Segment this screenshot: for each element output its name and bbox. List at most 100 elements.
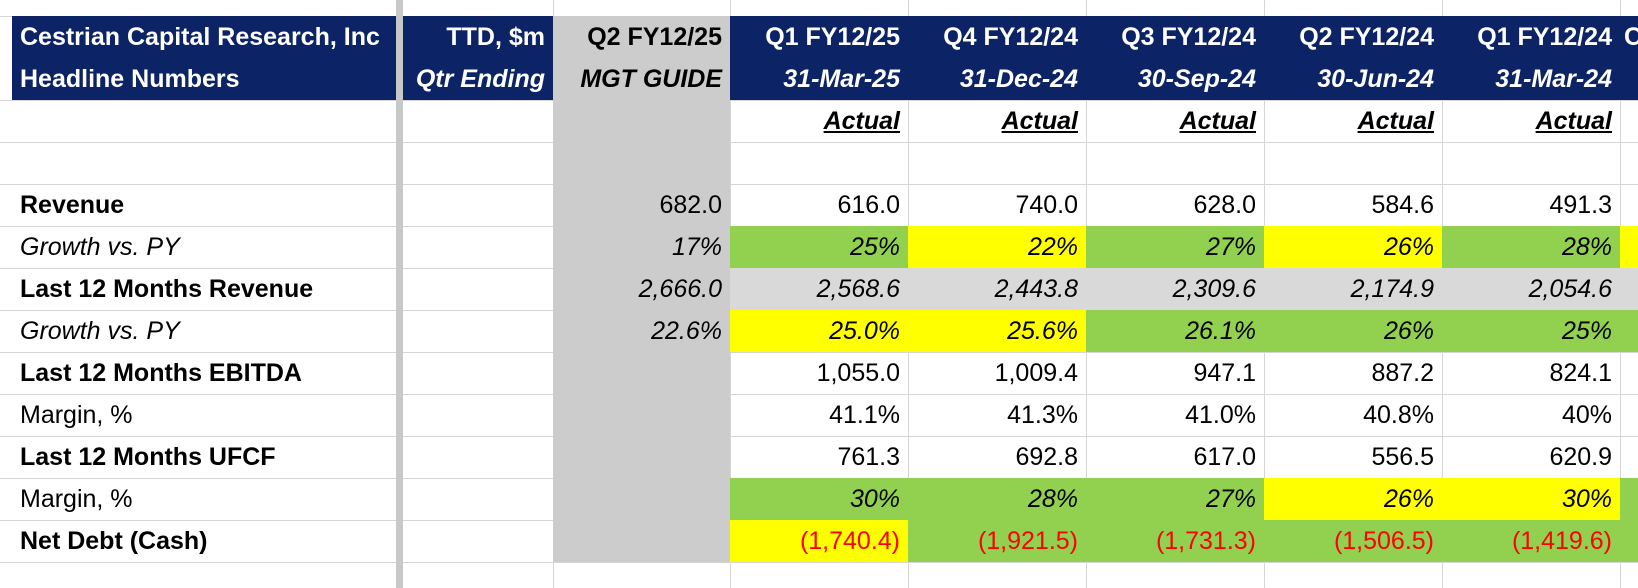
units-cell[interactable] xyxy=(403,226,553,268)
guide-cell[interactable] xyxy=(553,520,730,562)
period-date-1[interactable]: 31-Mar-25 xyxy=(730,58,908,100)
guide-cell[interactable]: 682.0 xyxy=(553,184,730,226)
sheet-subtitle[interactable]: Headline Numbers xyxy=(12,58,396,100)
value-cell[interactable]: 491.3 xyxy=(1549,190,1612,219)
row-label[interactable]: Last 12 Months EBITDA xyxy=(20,358,302,387)
period-date-partial[interactable] xyxy=(1620,58,1638,100)
partial-cell[interactable] xyxy=(1620,310,1638,352)
status-3[interactable]: Actual xyxy=(1179,106,1256,135)
qtr-ending-label[interactable]: Qtr Ending xyxy=(403,58,553,100)
units-cell[interactable] xyxy=(403,394,553,436)
row-label[interactable]: Net Debt (Cash) xyxy=(20,526,208,555)
value-cell[interactable]: 616.0 xyxy=(837,190,900,219)
row-label[interactable]: Margin, % xyxy=(20,484,133,513)
period-date-2[interactable]: 31-Dec-24 xyxy=(908,58,1086,100)
period-date-4[interactable]: 30-Jun-24 xyxy=(1264,58,1442,100)
mgt-guide-label[interactable]: MGT GUIDE xyxy=(553,58,730,100)
value-cell[interactable]: (1,731.3) xyxy=(1086,520,1264,562)
value-cell[interactable]: 27% xyxy=(1086,226,1264,268)
value-cell[interactable]: 2,309.6 xyxy=(1086,268,1264,310)
value-cell[interactable]: 2,568.6 xyxy=(730,268,908,310)
period-label-4[interactable]: Q2 FY12/24 xyxy=(1264,16,1442,58)
guide-label[interactable]: Q2 FY12/25 xyxy=(553,16,730,58)
value-cell[interactable]: 620.9 xyxy=(1549,442,1612,471)
row-label[interactable]: Growth vs. PY xyxy=(20,316,180,345)
guide-cell[interactable] xyxy=(553,478,730,520)
units-cell[interactable] xyxy=(403,310,553,352)
value-cell[interactable]: 41.0% xyxy=(1185,400,1256,429)
value-cell[interactable]: 2,174.9 xyxy=(1264,268,1442,310)
units-cell[interactable] xyxy=(403,520,553,562)
units-label[interactable]: TTD, $m xyxy=(403,16,553,58)
value-cell[interactable]: (1,419.6) xyxy=(1442,520,1620,562)
value-cell[interactable]: 628.0 xyxy=(1193,190,1256,219)
guide-cell[interactable]: 17% xyxy=(553,226,730,268)
value-cell[interactable]: 617.0 xyxy=(1193,442,1256,471)
value-cell[interactable]: 40% xyxy=(1561,400,1612,429)
sheet-title[interactable]: Cestrian Capital Research, Inc xyxy=(12,16,396,58)
period-label-5[interactable]: Q1 FY12/24 xyxy=(1442,16,1620,58)
value-cell[interactable]: 584.6 xyxy=(1371,190,1434,219)
units-cell[interactable] xyxy=(403,352,553,394)
value-cell[interactable]: (1,921.5) xyxy=(908,520,1086,562)
row-label[interactable]: Growth vs. PY xyxy=(20,232,180,261)
guide-blank[interactable] xyxy=(553,100,730,142)
value-cell[interactable]: 30% xyxy=(730,478,908,520)
status-1[interactable]: Actual xyxy=(823,106,900,135)
period-label-1[interactable]: Q1 FY12/25 xyxy=(730,16,908,58)
value-cell[interactable]: 41.3% xyxy=(1007,400,1078,429)
value-cell[interactable]: 740.0 xyxy=(1015,190,1078,219)
guide-blank[interactable] xyxy=(553,142,730,184)
value-cell[interactable]: 26% xyxy=(1264,310,1442,352)
value-cell[interactable]: 28% xyxy=(1442,226,1620,268)
value-cell[interactable]: 41.1% xyxy=(829,400,900,429)
value-cell[interactable]: 26.1% xyxy=(1086,310,1264,352)
value-cell[interactable]: 1,009.4 xyxy=(994,358,1078,387)
value-cell[interactable]: 27% xyxy=(1086,478,1264,520)
value-cell[interactable]: 692.8 xyxy=(1015,442,1078,471)
value-cell[interactable]: 26% xyxy=(1264,226,1442,268)
value-cell[interactable]: 25% xyxy=(730,226,908,268)
value-cell[interactable]: 2,054.6 xyxy=(1442,268,1620,310)
guide-cell[interactable] xyxy=(553,394,730,436)
period-date-3[interactable]: 30-Sep-24 xyxy=(1086,58,1264,100)
value-cell[interactable]: 26% xyxy=(1264,478,1442,520)
row-label[interactable]: Last 12 Months Revenue xyxy=(20,274,314,303)
guide-cell[interactable] xyxy=(553,436,730,478)
value-cell[interactable]: 40.8% xyxy=(1363,400,1434,429)
units-cell[interactable] xyxy=(403,436,553,478)
guide-cell[interactable] xyxy=(553,352,730,394)
value-cell[interactable]: 887.2 xyxy=(1371,358,1434,387)
partial-cell[interactable] xyxy=(1620,520,1638,562)
value-cell[interactable]: 556.5 xyxy=(1371,442,1434,471)
period-label-3[interactable]: Q3 FY12/24 xyxy=(1086,16,1264,58)
partial-cell[interactable] xyxy=(1620,226,1638,268)
value-cell[interactable]: 761.3 xyxy=(837,442,900,471)
value-cell[interactable]: 28% xyxy=(908,478,1086,520)
partial-cell[interactable] xyxy=(1620,268,1638,310)
value-cell[interactable]: 22% xyxy=(908,226,1086,268)
value-cell[interactable]: 25.0% xyxy=(730,310,908,352)
value-cell[interactable]: 25.6% xyxy=(908,310,1086,352)
status-4[interactable]: Actual xyxy=(1357,106,1434,135)
status-2[interactable]: Actual xyxy=(1001,106,1078,135)
units-cell[interactable] xyxy=(403,478,553,520)
value-cell[interactable]: 25% xyxy=(1442,310,1620,352)
guide-cell[interactable]: 22.6% xyxy=(553,310,730,352)
value-cell[interactable]: 947.1 xyxy=(1193,358,1256,387)
row-label[interactable]: Revenue xyxy=(20,190,125,219)
value-cell[interactable]: 824.1 xyxy=(1549,358,1612,387)
period-date-5[interactable]: 31-Mar-24 xyxy=(1442,58,1620,100)
value-cell[interactable]: (1,506.5) xyxy=(1264,520,1442,562)
freeze-pane-divider[interactable] xyxy=(396,0,403,588)
value-cell[interactable]: 30% xyxy=(1442,478,1620,520)
units-cell[interactable] xyxy=(403,184,553,226)
status-5[interactable]: Actual xyxy=(1535,106,1612,135)
value-cell[interactable]: 2,443.8 xyxy=(908,268,1086,310)
row-label[interactable]: Last 12 Months UFCF xyxy=(20,442,276,471)
units-cell[interactable] xyxy=(403,268,553,310)
partial-cell[interactable] xyxy=(1620,478,1638,520)
value-cell[interactable]: 1,055.0 xyxy=(816,358,900,387)
value-cell[interactable]: (1,740.4) xyxy=(730,520,908,562)
period-label-2[interactable]: Q4 FY12/24 xyxy=(908,16,1086,58)
